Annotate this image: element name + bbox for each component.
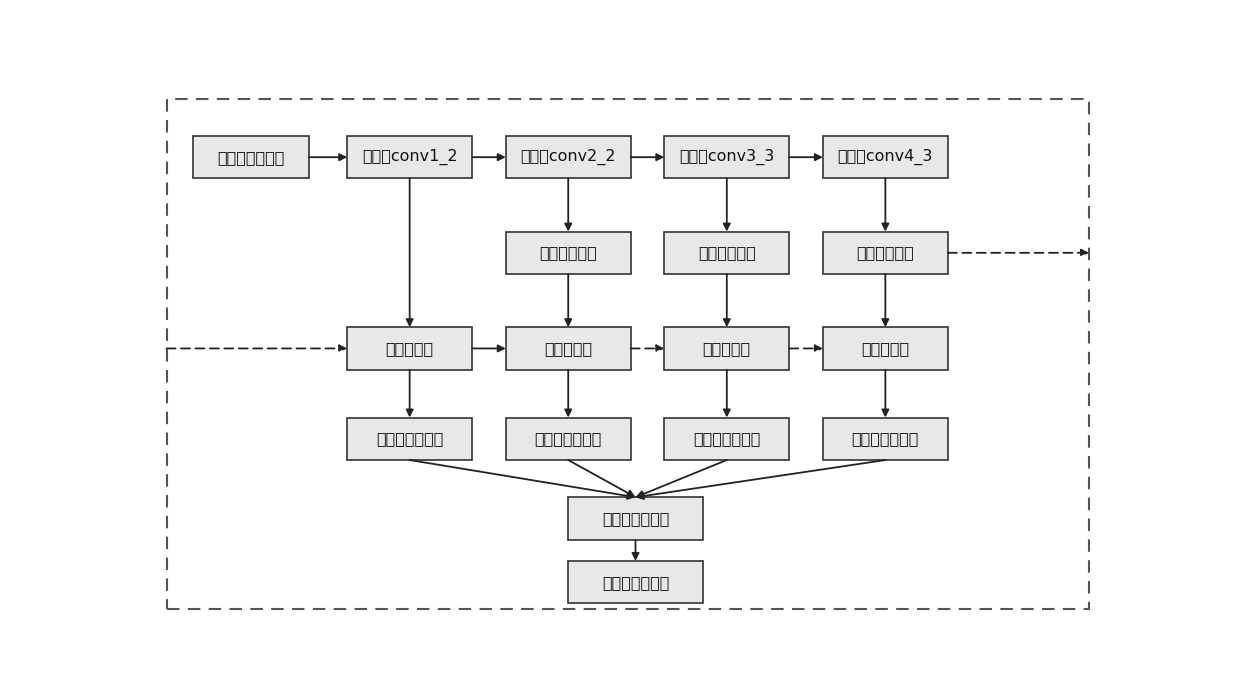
Text: 卷积层conv4_3: 卷积层conv4_3 [838,149,932,166]
Text: 第四上采样层: 第四上采样层 [857,246,914,260]
Text: 第二上采样层: 第二上采样层 [539,246,598,260]
Text: 第四非线性化层: 第四非线性化层 [852,431,919,446]
FancyBboxPatch shape [823,232,947,274]
Text: 第三非线性化层: 第三非线性化层 [693,431,760,446]
FancyBboxPatch shape [823,327,947,370]
Text: 第二卷积层: 第二卷积层 [544,341,593,356]
Text: 第二非线性化层: 第二非线性化层 [534,431,601,446]
FancyBboxPatch shape [823,417,947,460]
Text: 第三卷积层: 第三卷积层 [703,341,751,356]
Text: 卷积层conv1_2: 卷积层conv1_2 [362,149,458,166]
Text: 眼底图像输入层: 眼底图像输入层 [217,150,285,165]
FancyBboxPatch shape [665,136,789,179]
FancyBboxPatch shape [665,232,789,274]
Text: 第一卷积层: 第一卷积层 [386,341,434,356]
Text: 卷积层conv2_2: 卷积层conv2_2 [521,149,616,166]
FancyBboxPatch shape [568,497,703,540]
Text: 血管图像输出层: 血管图像输出层 [601,575,670,590]
Text: 血管图像融合层: 血管图像融合层 [601,511,670,526]
FancyBboxPatch shape [506,232,631,274]
FancyBboxPatch shape [347,136,472,179]
FancyBboxPatch shape [193,136,309,179]
Text: 第三上采样层: 第三上采样层 [698,246,755,260]
FancyBboxPatch shape [506,417,631,460]
FancyBboxPatch shape [568,561,703,604]
Text: 第四卷积层: 第四卷积层 [862,341,909,356]
Text: 卷积层conv3_3: 卷积层conv3_3 [680,149,775,166]
FancyBboxPatch shape [665,417,789,460]
FancyBboxPatch shape [347,327,472,370]
FancyBboxPatch shape [347,417,472,460]
FancyBboxPatch shape [506,136,631,179]
Text: 第一非线性化层: 第一非线性化层 [376,431,444,446]
FancyBboxPatch shape [506,327,631,370]
FancyBboxPatch shape [665,327,789,370]
FancyBboxPatch shape [823,136,947,179]
